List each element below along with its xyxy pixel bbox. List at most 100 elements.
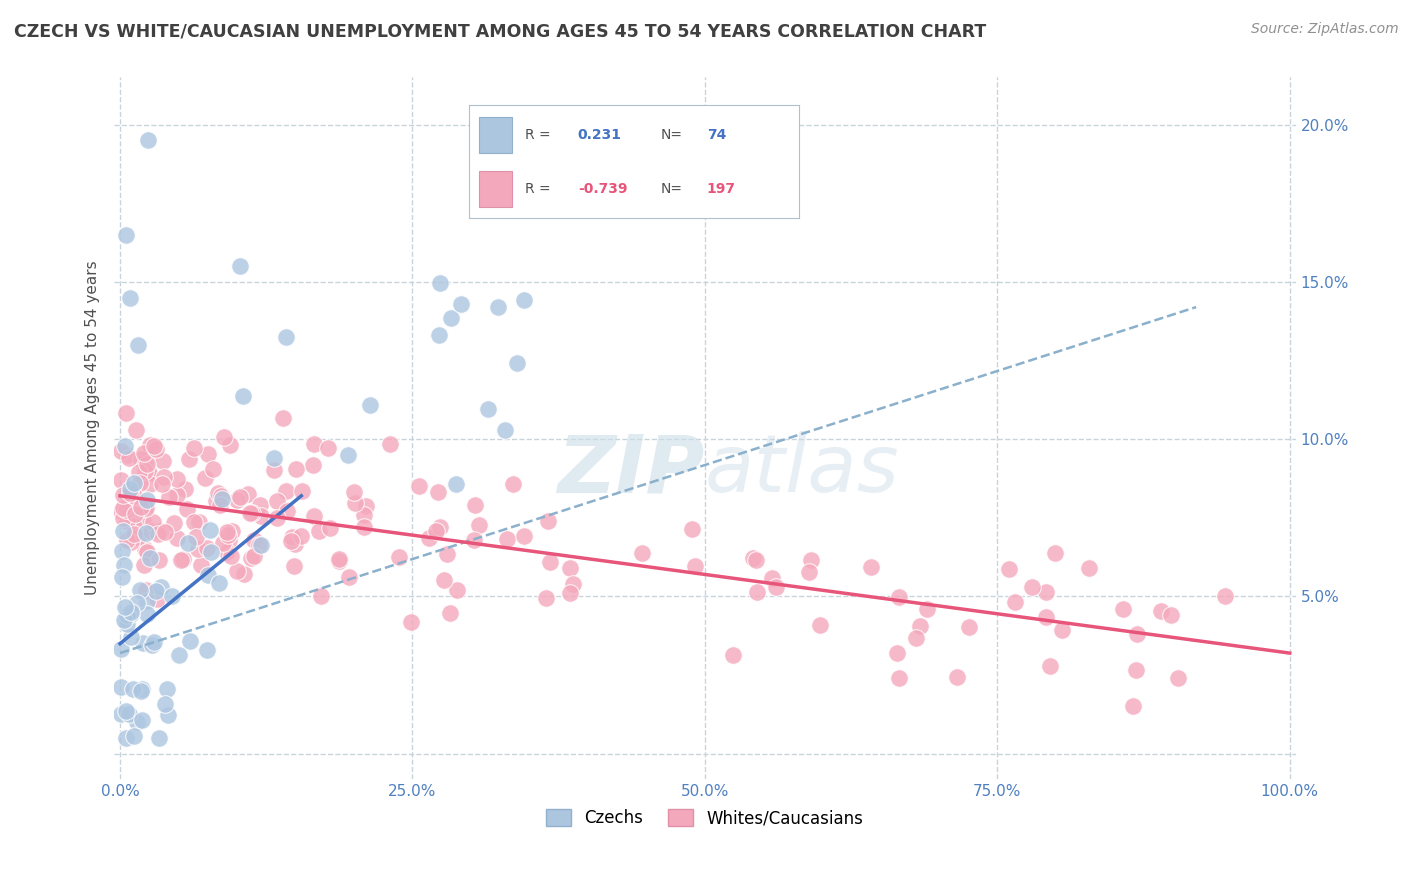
Point bbox=[1077, 561, 1099, 575]
Point bbox=[436, 547, 458, 561]
Point bbox=[132, 513, 155, 527]
Text: CZECH VS WHITE/CAUCASIAN UNEMPLOYMENT AMONG AGES 45 TO 54 YEARS CORRELATION CHAR: CZECH VS WHITE/CAUCASIAN UNEMPLOYMENT AM… bbox=[14, 22, 987, 40]
Point bbox=[117, 497, 139, 511]
Point bbox=[496, 532, 519, 546]
Point bbox=[266, 493, 288, 508]
Point bbox=[115, 514, 138, 528]
Point bbox=[129, 583, 152, 598]
Point bbox=[115, 533, 138, 547]
Point bbox=[808, 617, 831, 632]
Point bbox=[908, 619, 931, 633]
Point bbox=[118, 450, 141, 465]
Point bbox=[202, 462, 225, 476]
Point bbox=[177, 536, 200, 550]
Point bbox=[166, 488, 188, 502]
Point bbox=[135, 582, 157, 597]
Point bbox=[886, 646, 908, 660]
Point bbox=[1122, 699, 1144, 714]
Point bbox=[302, 437, 325, 451]
Point bbox=[143, 439, 166, 453]
Point bbox=[1039, 659, 1062, 673]
Point bbox=[179, 633, 201, 648]
Point bbox=[111, 570, 134, 584]
Point bbox=[132, 636, 155, 650]
Point bbox=[138, 551, 160, 566]
Point bbox=[274, 483, 297, 498]
Point bbox=[378, 437, 401, 451]
Point bbox=[233, 567, 256, 582]
Point bbox=[110, 444, 132, 458]
Point bbox=[112, 501, 135, 516]
Point bbox=[745, 553, 768, 567]
Point bbox=[200, 545, 222, 559]
Point bbox=[304, 509, 326, 524]
Point bbox=[128, 465, 150, 479]
Point bbox=[129, 451, 152, 466]
Point bbox=[1112, 602, 1135, 616]
Point bbox=[228, 259, 250, 273]
Point bbox=[1035, 610, 1057, 624]
Point bbox=[125, 715, 148, 730]
Point bbox=[917, 602, 939, 616]
Point bbox=[120, 490, 142, 504]
Point bbox=[170, 552, 193, 566]
Point bbox=[998, 562, 1021, 576]
Point bbox=[132, 446, 155, 460]
Point bbox=[207, 486, 229, 500]
Point bbox=[284, 537, 307, 551]
Point bbox=[513, 529, 536, 543]
Point bbox=[558, 561, 581, 575]
Point bbox=[122, 489, 145, 503]
Point bbox=[308, 524, 330, 538]
Point bbox=[118, 707, 141, 722]
Point bbox=[110, 473, 132, 487]
Point bbox=[115, 616, 138, 631]
Point bbox=[242, 533, 264, 547]
Point bbox=[800, 553, 823, 567]
Point bbox=[124, 527, 146, 541]
Point bbox=[138, 466, 160, 480]
Point bbox=[122, 519, 145, 533]
Point bbox=[343, 495, 366, 509]
Point bbox=[215, 524, 238, 539]
Point bbox=[142, 634, 165, 648]
Point bbox=[183, 441, 205, 455]
Point bbox=[506, 356, 529, 370]
Point bbox=[142, 515, 165, 529]
Point bbox=[534, 591, 557, 605]
Point bbox=[145, 583, 167, 598]
Point bbox=[150, 580, 173, 594]
Point bbox=[215, 545, 238, 559]
Point bbox=[276, 504, 298, 518]
Point bbox=[157, 707, 180, 722]
Point bbox=[114, 439, 136, 453]
Point bbox=[112, 488, 135, 502]
Point bbox=[152, 470, 174, 484]
Point bbox=[425, 524, 447, 539]
Point bbox=[187, 515, 209, 529]
Point bbox=[860, 560, 883, 574]
Point bbox=[139, 438, 162, 452]
Point bbox=[120, 605, 142, 619]
Point bbox=[153, 524, 176, 539]
Point bbox=[1213, 589, 1236, 603]
Point bbox=[131, 500, 153, 515]
Point bbox=[135, 458, 157, 472]
Point bbox=[166, 531, 188, 545]
Point bbox=[145, 442, 167, 456]
Point bbox=[336, 448, 359, 462]
Point bbox=[197, 568, 219, 582]
Point bbox=[110, 707, 132, 722]
Point bbox=[112, 524, 135, 538]
Point bbox=[263, 462, 285, 476]
Point bbox=[173, 483, 195, 497]
Point bbox=[183, 515, 205, 529]
Point bbox=[468, 518, 491, 533]
Point bbox=[111, 544, 134, 558]
Point bbox=[195, 541, 218, 555]
Text: Source: ZipAtlas.com: Source: ZipAtlas.com bbox=[1251, 22, 1399, 37]
Point bbox=[112, 614, 135, 628]
Point bbox=[141, 638, 163, 652]
Point bbox=[225, 564, 247, 578]
Point bbox=[194, 470, 217, 484]
